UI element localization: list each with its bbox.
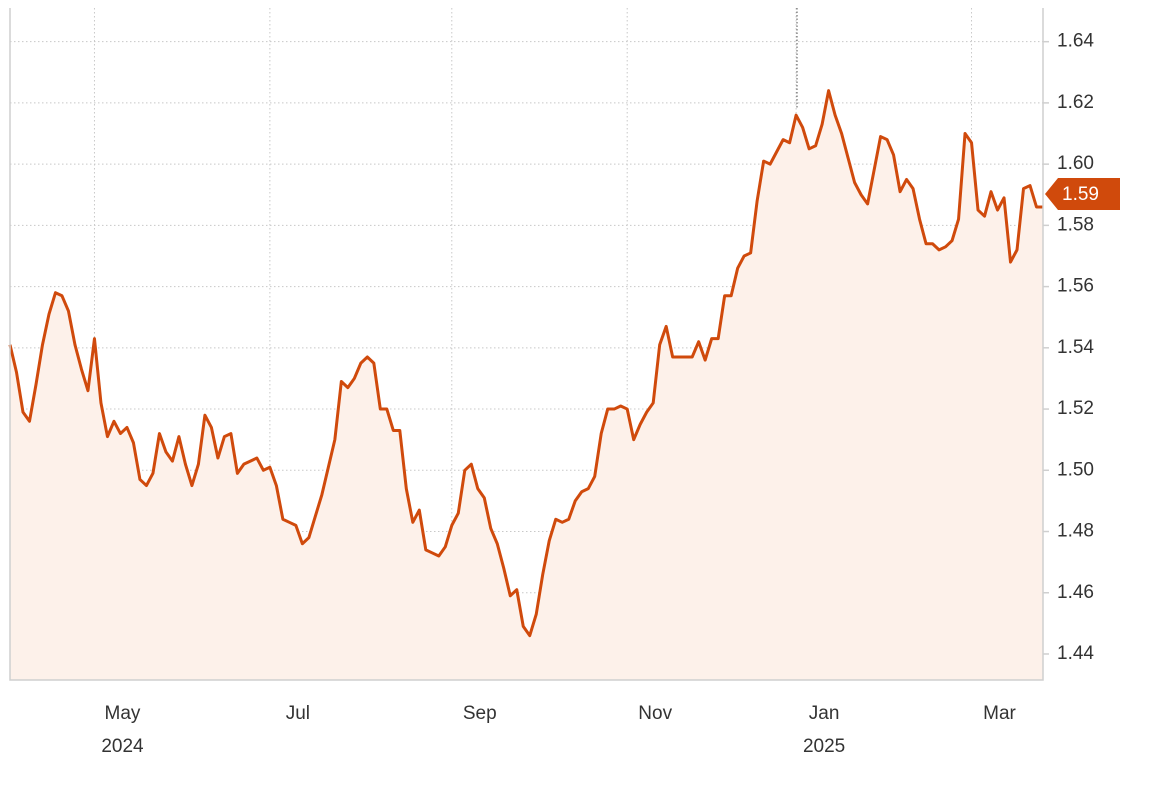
current-value-tag bbox=[1045, 177, 1120, 210]
x-tick-label: May bbox=[105, 703, 141, 724]
current-value-label: 1.59 bbox=[1062, 184, 1099, 205]
line bbox=[8, 89, 1043, 638]
x-tick-label: Nov bbox=[638, 703, 672, 724]
y-tick-label: 1.64 bbox=[1057, 31, 1094, 52]
x-year-label: 2025 bbox=[803, 736, 845, 757]
area bbox=[10, 90, 1043, 680]
plot-frame bbox=[9, 8, 1044, 681]
x-tick-label: Mar bbox=[983, 703, 1016, 724]
y-tick-label: 1.60 bbox=[1057, 153, 1094, 174]
y-tick-label: 1.48 bbox=[1057, 521, 1094, 542]
y-tick-label: 1.46 bbox=[1057, 582, 1094, 603]
x-tick-label: Sep bbox=[463, 703, 497, 724]
x-tick-label: Jan bbox=[809, 703, 840, 724]
y-tick-label: 1.44 bbox=[1057, 643, 1094, 664]
labels: 1.44 1.46 1.48 1.50 1.52 1.54 1.56 1.58 1.60 1.62… bbox=[101, 31, 1120, 757]
x-tick-label: Jul bbox=[286, 703, 310, 724]
plot bbox=[8, 89, 1043, 680]
y-tick-label: 1.54 bbox=[1057, 337, 1094, 358]
x-year-label: 2024 bbox=[101, 736, 144, 757]
y-tick-label: 1.56 bbox=[1057, 276, 1094, 297]
y-tick-label: 1.58 bbox=[1057, 214, 1094, 235]
y-tick-label: 1.52 bbox=[1057, 398, 1094, 419]
y-tick-label: 1.50 bbox=[1057, 459, 1094, 480]
y-tick-label: 1.62 bbox=[1057, 92, 1094, 113]
